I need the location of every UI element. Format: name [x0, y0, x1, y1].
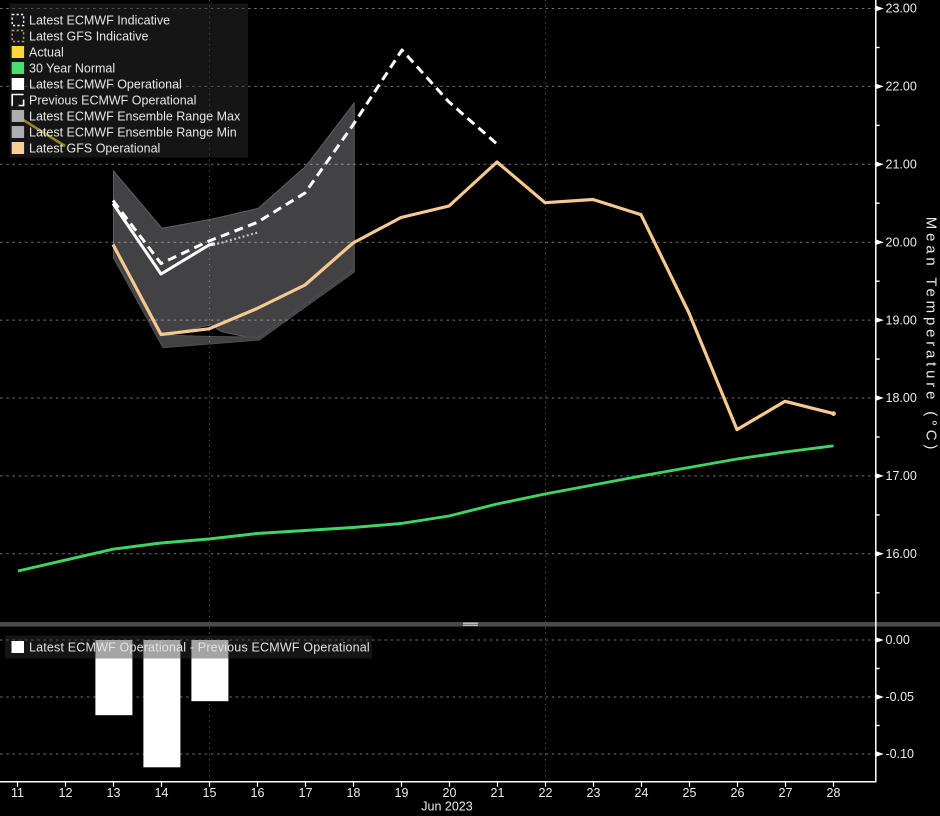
svg-text:12: 12 [59, 786, 73, 800]
svg-text:28: 28 [827, 786, 841, 800]
svg-text:Latest ECMWF Ensemble Range Mi: Latest ECMWF Ensemble Range Min [29, 125, 237, 139]
svg-text:20.00: 20.00 [886, 235, 917, 249]
svg-text:23: 23 [587, 786, 601, 800]
svg-text:23.00: 23.00 [886, 2, 917, 16]
svg-text:-0.05: -0.05 [886, 690, 915, 704]
svg-text:14: 14 [155, 786, 169, 800]
svg-text:Latest ECMWF Ensemble Range Ma: Latest ECMWF Ensemble Range Max [29, 109, 241, 123]
svg-text:-0.10: -0.10 [886, 747, 915, 761]
svg-text:18.00: 18.00 [886, 391, 917, 405]
svg-text:30 Year Normal: 30 Year Normal [29, 61, 115, 75]
svg-text:27: 27 [779, 786, 793, 800]
svg-text:17: 17 [299, 786, 313, 800]
svg-text:19: 19 [395, 786, 409, 800]
svg-text:26: 26 [731, 786, 745, 800]
svg-text:Latest GFS Indicative: Latest GFS Indicative [29, 29, 149, 43]
svg-text:18: 18 [347, 786, 361, 800]
svg-text:24: 24 [635, 786, 649, 800]
svg-text:Actual: Actual [29, 45, 64, 59]
svg-text:Latest ECMWF Operational: Latest ECMWF Operational [29, 77, 182, 91]
svg-text:Previous ECMWF Operational: Previous ECMWF Operational [29, 93, 196, 107]
svg-text:25: 25 [683, 786, 697, 800]
svg-text:0.00: 0.00 [886, 633, 910, 647]
svg-text:Latest GFS Operational: Latest GFS Operational [29, 141, 160, 155]
svg-text:Latest ECMWF Operational - Pre: Latest ECMWF Operational - Previous ECMW… [29, 641, 370, 655]
svg-text:Jun 2023: Jun 2023 [421, 800, 472, 814]
svg-text:22: 22 [539, 786, 553, 800]
svg-text:21: 21 [491, 786, 505, 800]
svg-text:15: 15 [203, 786, 217, 800]
svg-text:16.00: 16.00 [886, 547, 917, 561]
svg-text:22.00: 22.00 [886, 80, 917, 94]
svg-text:13: 13 [107, 786, 121, 800]
svg-text:16: 16 [251, 786, 265, 800]
svg-text:11: 11 [11, 786, 24, 800]
svg-text:20: 20 [443, 786, 457, 800]
svg-text:17.00: 17.00 [886, 469, 917, 483]
svg-text:Latest ECMWF Indicative: Latest ECMWF Indicative [29, 13, 170, 27]
svg-text:21.00: 21.00 [886, 158, 917, 172]
svg-text:Mean Temperature (°C): Mean Temperature (°C) [923, 217, 940, 453]
svg-text:19.00: 19.00 [886, 313, 917, 327]
